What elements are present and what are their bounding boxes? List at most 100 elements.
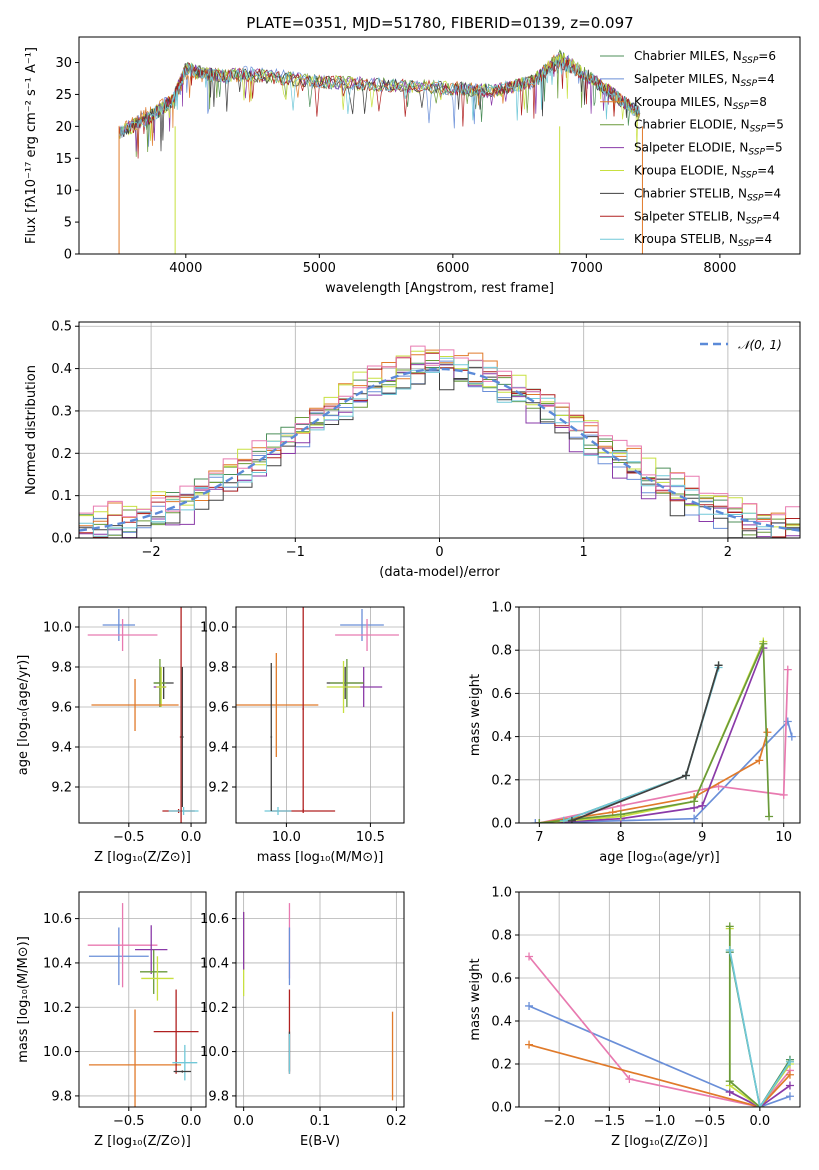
- x-tick-label: 2: [724, 545, 732, 560]
- y-tick-label: 9.8: [51, 661, 72, 676]
- x-tick-label: 10.5: [356, 830, 385, 845]
- panel-6: 0.0 0.1 0.2 9.8 10.0 10.2 10.4 10.6 E(B-V): [200, 891, 407, 1149]
- y-tick-label: 9.8: [208, 1089, 229, 1104]
- weight-marker: [785, 1070, 794, 1079]
- weight-marker: [725, 1077, 734, 1086]
- plot-area: [79, 345, 800, 538]
- y-tick-label: 10.0: [200, 1045, 229, 1060]
- weight-marker: [625, 1075, 634, 1084]
- y-tick-label: 10.2: [200, 1001, 229, 1016]
- x-tick-label: 1: [580, 545, 588, 560]
- x-tick-label: −0.5: [694, 1114, 726, 1129]
- axes-frame: [78, 321, 801, 539]
- y-tick-label: 25: [55, 88, 72, 103]
- x-tick-label: 7000: [570, 261, 603, 276]
- axes-frame: [235, 891, 405, 1108]
- x-tick-label: −1.0: [644, 1114, 676, 1129]
- legend-label: 𝒩(0, 1): [738, 338, 782, 352]
- y-tick-label: 0.3: [51, 404, 72, 419]
- weight-marker: [725, 922, 734, 931]
- y-tick-label: 9.6: [51, 701, 72, 716]
- y-tick-label: 9.4: [208, 741, 229, 756]
- y-tick-label: 0.2: [491, 773, 512, 788]
- y-tick-label: 1.0: [491, 601, 512, 616]
- weight-marker: [763, 728, 772, 737]
- legend-label: Salpeter STELIB, NSSP=4: [634, 209, 780, 226]
- y-tick-label: 0.0: [491, 817, 512, 832]
- x-axis-label: Z [log₁₀(Z/Z⊙)]: [94, 1134, 191, 1149]
- y-tick-label: 0: [64, 248, 72, 263]
- weight-line: [528, 1043, 791, 1107]
- weight-line: [728, 949, 791, 1107]
- plot-area: [87, 607, 199, 823]
- legend-label: Chabrier ELODIE, NSSP=5: [634, 118, 784, 135]
- x-tick-label: −2.0: [543, 1114, 575, 1129]
- legend-label: Kroupa ELODIE, NSSP=4: [634, 164, 775, 181]
- legend-label: Chabrier MILES, NSSP=6: [634, 49, 776, 66]
- y-tick-label: 1.0: [491, 886, 512, 901]
- plot-area: [531, 637, 796, 823]
- x-tick-label: 10: [775, 830, 792, 845]
- weight-marker: [759, 639, 768, 648]
- x-tick-label: 7: [535, 830, 543, 845]
- x-axis-label: (data-model)/error: [379, 565, 500, 580]
- weight-marker: [681, 771, 690, 780]
- x-axis-label: Z [log₁₀(Z/Z⊙)]: [94, 850, 191, 865]
- y-tick-label: 0.4: [51, 362, 72, 377]
- y-axis-label: mass weight: [468, 958, 483, 1040]
- weight-marker: [785, 1057, 794, 1066]
- y-tick-label: 9.2: [51, 781, 72, 796]
- axes-frame: [78, 606, 207, 824]
- plot-area: [242, 903, 394, 1101]
- plot-area: [236, 607, 399, 815]
- y-axis-label: mass weight: [468, 674, 483, 756]
- y-tick-label: 10.0: [43, 1045, 72, 1060]
- x-tick-label: −2: [142, 545, 161, 560]
- x-tick-label: 5000: [303, 261, 336, 276]
- panel-1: −2 −1 0 1 2 0.0 0.1 0.2 0.3 0.4 0.5 (data-model)/er…: [24, 320, 801, 580]
- weight-marker: [616, 810, 625, 819]
- legend-label: Kroupa MILES, NSSP=8: [634, 95, 767, 112]
- y-tick-label: 0.1: [51, 489, 72, 504]
- x-tick-label: 0.0: [233, 1114, 254, 1129]
- y-tick-label: 9.4: [51, 741, 72, 756]
- y-tick-label: 9.6: [208, 701, 229, 716]
- y-tick-label: 15: [55, 152, 72, 167]
- weight-marker: [690, 814, 699, 823]
- spectrum-line: [118, 57, 641, 159]
- y-tick-label: 10.2: [43, 1001, 72, 1016]
- y-tick-label: 0.8: [491, 644, 512, 659]
- panel-2: −0.5 0.0 9.2 9.4 9.6 9.8 10.0 Z [log₁₀(Z/Z⊙)] ag…: [16, 606, 207, 865]
- y-tick-label: 0.8: [491, 929, 512, 944]
- y-tick-label: 30: [55, 56, 72, 71]
- weight-marker: [616, 801, 625, 810]
- weight-marker: [783, 717, 792, 726]
- y-tick-label: 10: [55, 184, 72, 199]
- x-tick-label: 6000: [436, 261, 469, 276]
- axes-frame: [78, 891, 207, 1108]
- panel-3: 10.0 10.5 9.2 9.4 9.6 9.8 10.0 mass [log₁₀(M/M⊙…: [200, 606, 405, 865]
- x-tick-label: 0.2: [386, 1114, 407, 1129]
- x-tick-label: −1.5: [594, 1114, 626, 1129]
- y-tick-label: 0.5: [51, 320, 72, 335]
- y-tick-label: 5: [64, 216, 72, 231]
- weight-marker: [714, 661, 723, 670]
- x-tick-label: 0.1: [310, 1114, 331, 1129]
- weight-marker: [755, 756, 764, 765]
- x-tick-label: 0: [435, 545, 443, 560]
- y-tick-label: 9.8: [51, 1089, 72, 1104]
- axes-frame: [518, 606, 801, 824]
- legend-label: Salpeter ELODIE, NSSP=5: [634, 141, 783, 158]
- y-axis-label: Normed distribution: [24, 365, 39, 495]
- y-tick-label: 0.2: [51, 447, 72, 462]
- weight-marker: [725, 946, 734, 955]
- y-tick-label: 0.2: [491, 1058, 512, 1073]
- panel-5: −0.5 0.0 9.8 10.0 10.2 10.4 10.6 Z [log₁₀(Z/Z⊙)…: [16, 891, 207, 1149]
- x-tick-label: 0.0: [750, 1114, 771, 1129]
- y-tick-label: 9.2: [208, 781, 229, 796]
- x-tick-label: 0.0: [181, 1114, 202, 1129]
- x-axis-label: Z [log₁₀(Z/Z⊙)]: [611, 1134, 708, 1149]
- weight-line: [729, 1084, 791, 1107]
- y-tick-label: 10.4: [200, 956, 229, 971]
